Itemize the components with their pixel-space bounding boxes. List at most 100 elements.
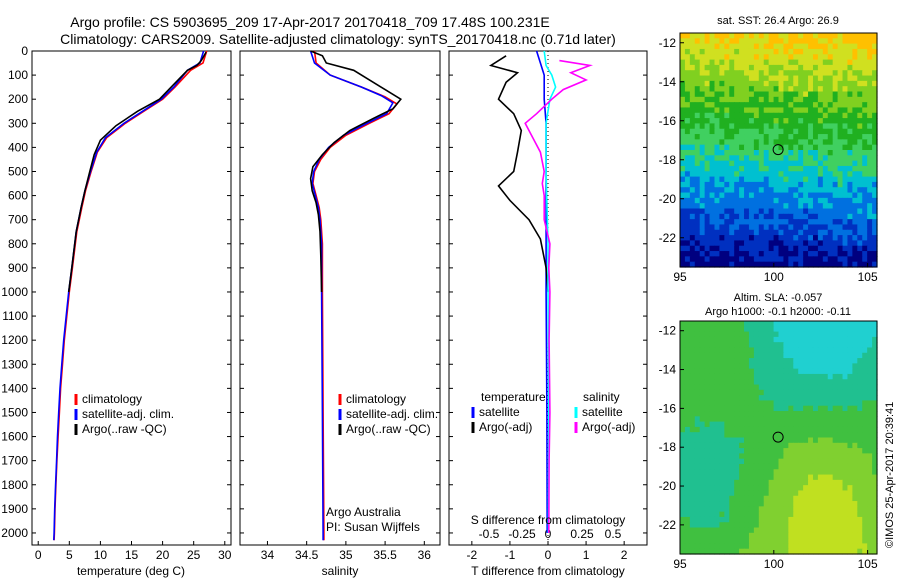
map-cell xyxy=(793,384,799,391)
map-cell xyxy=(788,479,794,486)
map-cell xyxy=(694,516,701,523)
map-cell xyxy=(763,516,770,523)
map-cell xyxy=(734,240,740,247)
map-cell xyxy=(793,426,799,433)
sst-map-title: sat. SST: 26.4 Argo: 26.9 xyxy=(717,15,839,27)
map-cell xyxy=(827,43,834,50)
map-cell xyxy=(768,134,775,140)
map-cell xyxy=(724,501,730,507)
map-cell xyxy=(812,213,819,220)
map-cell xyxy=(724,176,730,183)
map-cell xyxy=(847,245,853,252)
map-cell xyxy=(827,59,834,66)
map-cell xyxy=(768,395,775,402)
map-cell xyxy=(739,96,745,103)
map-cell xyxy=(729,331,735,338)
map-cell xyxy=(812,405,819,412)
map-cell xyxy=(704,490,711,497)
map-cell xyxy=(729,139,735,146)
map-cell xyxy=(763,118,770,125)
map-cell xyxy=(832,33,839,39)
map-cell xyxy=(724,421,730,428)
map-cell xyxy=(872,165,878,172)
map-cell xyxy=(689,38,696,45)
map-cell xyxy=(852,321,858,327)
map-cell xyxy=(689,379,696,386)
map-cell xyxy=(857,395,863,402)
map-cell xyxy=(788,86,794,93)
map-cell xyxy=(793,155,799,162)
map-cell xyxy=(817,102,824,109)
map-cell xyxy=(817,416,824,423)
map-cell xyxy=(793,532,799,539)
map-cell xyxy=(803,197,809,204)
map-cell xyxy=(778,107,785,114)
map-cell xyxy=(872,331,878,338)
map-cell xyxy=(822,426,829,433)
map-cell xyxy=(827,118,834,125)
map-cell xyxy=(798,336,804,343)
map-cell xyxy=(837,155,844,162)
map-cell xyxy=(729,70,735,77)
map-cell xyxy=(680,91,686,98)
map-cell xyxy=(783,543,789,550)
map-cell xyxy=(739,229,745,236)
map-cell xyxy=(680,213,686,220)
map-cell xyxy=(872,384,878,391)
map-cell xyxy=(872,479,878,486)
map-cell xyxy=(852,256,858,263)
map-cell xyxy=(817,400,824,407)
map-cell xyxy=(744,548,750,555)
map-cell xyxy=(862,150,868,156)
map-cell xyxy=(724,453,730,460)
map-cell xyxy=(817,527,824,534)
map-cell xyxy=(827,197,834,204)
map-cell xyxy=(680,437,686,444)
map-cell xyxy=(694,256,701,263)
map-cell xyxy=(763,245,770,252)
map-cell xyxy=(847,373,853,380)
map-cell xyxy=(872,128,878,135)
map-cell xyxy=(744,261,750,268)
map-cell xyxy=(803,240,809,247)
map-cell xyxy=(867,107,873,114)
map-cell xyxy=(857,112,863,119)
map-cell xyxy=(773,219,780,226)
map-cell xyxy=(704,165,711,172)
map-cell xyxy=(753,118,760,125)
map-cell xyxy=(803,64,809,71)
map-cell xyxy=(714,235,720,242)
map-cell xyxy=(812,139,819,146)
map-cell xyxy=(763,411,770,417)
map-cell xyxy=(852,368,858,375)
map-cell xyxy=(680,368,686,375)
map-cell xyxy=(753,516,760,523)
map-cell xyxy=(719,347,725,354)
map-cell xyxy=(847,107,853,114)
map-cell xyxy=(778,155,785,162)
map-cell xyxy=(768,54,775,61)
map-cell xyxy=(684,128,691,135)
map-cell xyxy=(783,342,789,349)
map-cell xyxy=(739,139,745,146)
map-cell xyxy=(832,48,839,55)
map-cell xyxy=(847,235,853,242)
map-cell xyxy=(788,203,794,210)
map-cell xyxy=(778,522,785,529)
map-cell xyxy=(798,64,804,71)
map-cell xyxy=(768,181,775,188)
map-cell xyxy=(852,379,858,386)
depth-tick-label: 1600 xyxy=(1,430,28,444)
map-cell xyxy=(763,165,770,172)
map-cell xyxy=(748,426,755,433)
map-cell xyxy=(783,527,789,534)
map-cell xyxy=(699,165,706,172)
map-cell xyxy=(768,251,775,257)
map-cell xyxy=(867,213,873,220)
map-y-tick-label: -22 xyxy=(659,518,677,532)
map-cell xyxy=(768,453,775,460)
map-cell xyxy=(724,256,730,263)
map-cell xyxy=(684,240,691,247)
sla-map-subtitle: Argo h1000: -0.1 h2000: -0.11 xyxy=(705,306,851,318)
map-cell xyxy=(753,54,760,61)
